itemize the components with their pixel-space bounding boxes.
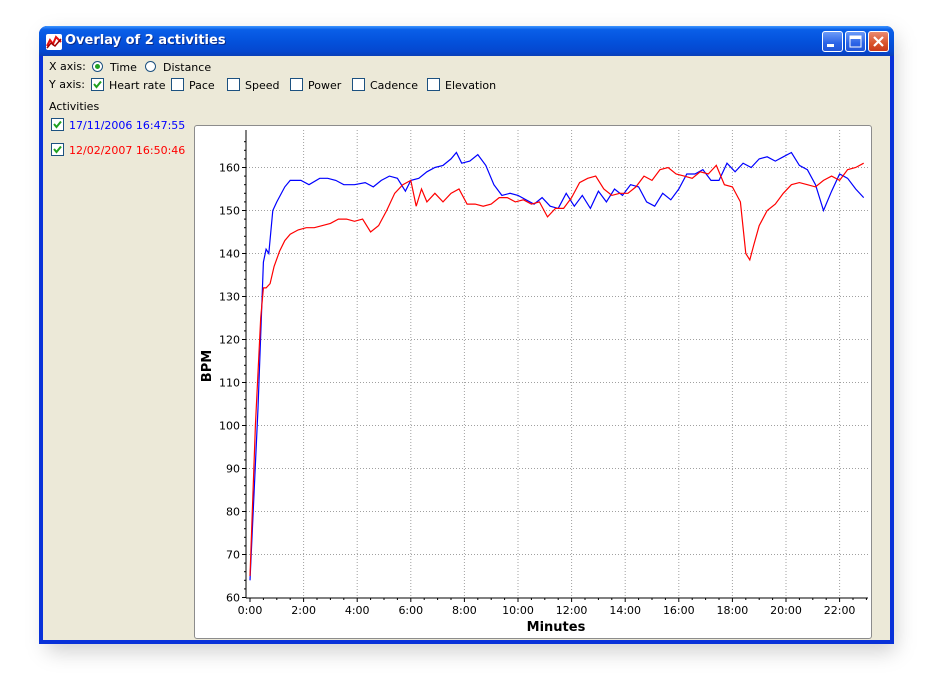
title-bar[interactable]: Overlay of 2 activities [39,26,894,56]
x-tick-label: 2:00 [291,604,316,617]
x-tick-label: 18:00 [717,604,749,617]
x-axis-time-radio[interactable] [92,61,103,72]
y-tick-label: 110 [219,377,240,390]
window-client-area: X axis: Time Distance Y axis: Heart rate… [43,56,890,640]
x-tick-label: 22:00 [824,604,856,617]
checkmark-icon [93,80,102,89]
x-tick-label: 4:00 [345,604,370,617]
y-axis-title: BPM [200,350,215,382]
y-axis-elevation-label[interactable]: Elevation [445,79,497,92]
y-axis-pace-checkbox[interactable] [171,78,184,91]
series-line-1 [249,151,865,581]
x-axis-time-label[interactable]: Time [110,61,137,74]
x-axis-distance-radio[interactable] [145,61,156,72]
y-axis-speed-label[interactable]: Speed [245,79,280,92]
heart-rate-chart: 60 70 80 90 100 110 120 130 140 150 160 0:00 2:00 4:0… [200,130,868,635]
radio-selected-dot [95,64,100,69]
y-tick-label: 60 [226,592,240,605]
activities-heading: Activities [49,100,100,113]
y-axis-cadence-label[interactable]: Cadence [370,79,418,92]
x-axis-distance-label[interactable]: Distance [163,61,212,74]
x-tick-label: 16:00 [663,604,695,617]
y-tick-label: 120 [219,334,240,347]
close-icon [873,36,884,47]
activity-2-checkbox[interactable] [51,143,64,156]
y-axis-power-label[interactable]: Power [308,79,342,92]
x-tick-label: 8:00 [452,604,477,617]
activity-1-checkbox[interactable] [51,118,64,131]
activity-2-label[interactable]: 12/02/2007 16:50:46 [69,144,186,157]
x-tick-label: 6:00 [398,604,423,617]
close-button[interactable] [868,31,889,52]
activity-chart-icon [46,34,62,50]
activity-1-label[interactable]: 17/11/2006 16:47:55 [69,119,186,132]
y-tick-label: 130 [219,291,240,304]
y-axis-heartrate-checkbox[interactable] [91,78,104,91]
series-line-2 [249,162,864,577]
y-tick-label: 100 [219,420,240,433]
y-axis-label: Y axis: [49,78,85,91]
y-axis-heartrate-label[interactable]: Heart rate [109,79,166,92]
minimize-icon [827,44,834,47]
axis-layer: 60 70 80 90 100 110 120 130 140 150 160 0:00 2:00 4:0… [219,130,868,617]
x-tick-label: 10:00 [502,604,534,617]
y-tick-label: 160 [219,162,240,175]
maximize-icon [849,35,862,48]
series-layer [249,151,865,581]
x-tick-label: 0:00 [238,604,263,617]
x-tick-label: 12:00 [556,604,588,617]
checkmark-icon [53,145,62,154]
y-axis-power-checkbox[interactable] [290,78,303,91]
maximize-button[interactable] [845,31,866,52]
overlay-window: Overlay of 2 activities X axis: Time Dis… [39,26,894,644]
y-axis-pace-label[interactable]: Pace [189,79,215,92]
y-axis-cadence-checkbox[interactable] [352,78,365,91]
x-axis-label: X axis: [49,60,86,73]
minimize-button[interactable] [822,31,843,52]
y-axis-elevation-checkbox[interactable] [427,78,440,91]
y-tick-label: 80 [226,506,240,519]
y-tick-label: 70 [226,549,240,562]
y-axis-speed-checkbox[interactable] [227,78,240,91]
checkmark-icon [53,120,62,129]
y-tick-label: 150 [219,205,240,218]
x-tick-label: 20:00 [770,604,802,617]
chart-panel: 60 70 80 90 100 110 120 130 140 150 160 0:00 2:00 4:0… [194,125,872,639]
x-tick-label: 14:00 [609,604,641,617]
y-tick-label: 90 [226,463,240,476]
grid-layer [246,130,868,598]
window-title: Overlay of 2 activities [65,33,226,48]
y-tick-label: 140 [219,248,240,261]
x-axis-title: Minutes [527,620,586,635]
